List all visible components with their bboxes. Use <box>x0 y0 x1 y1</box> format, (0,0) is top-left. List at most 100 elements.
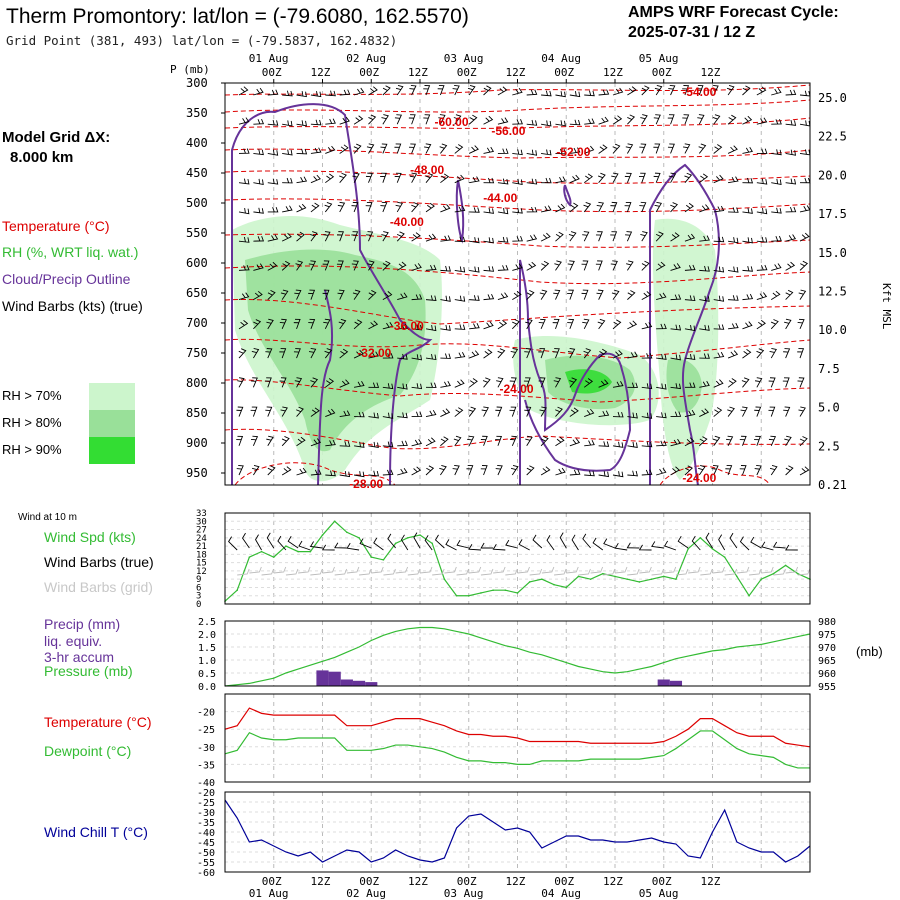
wind-barb <box>584 118 595 125</box>
wind-barb <box>296 406 304 417</box>
wind-barb <box>338 318 347 330</box>
wind-barb <box>612 411 624 418</box>
wind-speed-point <box>541 578 543 580</box>
wind-barb <box>512 178 523 185</box>
wind-barb <box>771 149 782 156</box>
wind-barb <box>538 377 546 388</box>
wind-barb <box>365 172 373 183</box>
wind-barb <box>684 353 696 361</box>
kft-tick: 0.21 <box>818 478 847 492</box>
wind-barb <box>598 471 610 478</box>
wind-barb <box>253 263 264 271</box>
wind-barb <box>610 231 618 242</box>
wind-barb <box>754 377 763 388</box>
rh-shading-area <box>652 218 719 480</box>
wind-barb <box>682 143 691 154</box>
wind-barb <box>365 201 373 213</box>
wind-speed-point <box>480 592 482 594</box>
wind-barb <box>627 290 636 300</box>
wind-barb <box>454 205 466 213</box>
wind-barb <box>785 178 797 185</box>
wind-barb <box>440 173 450 184</box>
temperature-contour <box>224 379 811 403</box>
wind-barb <box>656 292 667 301</box>
pressure-tick: 980 <box>818 617 836 628</box>
temperature-tick: -40 <box>197 778 215 789</box>
wind-barb <box>539 289 548 300</box>
wind-barb <box>595 260 603 271</box>
wind-tick: 33 <box>196 509 207 519</box>
wind-barb <box>699 436 708 447</box>
wind-barb <box>293 318 301 330</box>
temperature-contour <box>224 338 811 359</box>
wind-barb <box>282 149 293 156</box>
wind-barb <box>640 231 648 242</box>
kft-tick: 20.0 <box>818 168 847 182</box>
wind-barb <box>739 435 747 446</box>
wind-barb <box>771 88 782 96</box>
wind-speed-point <box>772 572 775 575</box>
wind-barb <box>799 90 811 97</box>
wind-barb <box>584 90 595 97</box>
wind-barb <box>653 114 661 125</box>
wind-barb <box>497 264 509 271</box>
forecast-cycle-value: 2025-07-31 / 12 Z <box>628 24 755 41</box>
wind-barb <box>279 318 287 330</box>
kft-tick: 22.5 <box>818 130 847 144</box>
wind-barb <box>425 264 437 271</box>
wind-barb <box>742 207 753 214</box>
wind-barb <box>540 205 552 213</box>
wind-barb <box>253 149 264 156</box>
wind-barb <box>713 379 724 388</box>
wind-speed-point <box>236 589 238 592</box>
wind-barb <box>526 465 535 476</box>
wind-barb <box>296 176 308 184</box>
wind-barb <box>265 348 273 359</box>
wind-barb <box>409 172 418 183</box>
wind-barb <box>238 292 250 301</box>
wind-barb <box>382 260 391 271</box>
wind-barb <box>325 145 336 154</box>
wind-barb <box>684 437 695 447</box>
temperature-label: -54.00 <box>682 85 716 99</box>
wind-barb <box>253 87 264 96</box>
wind-barb <box>584 470 595 477</box>
wind-barb-grid <box>346 566 360 574</box>
wind-barb <box>728 176 739 184</box>
precip-label: Precip (mm) <box>44 616 120 632</box>
wind-barb <box>799 466 810 476</box>
wind-barb <box>380 201 388 213</box>
wind-barb <box>670 232 680 242</box>
wind-barb <box>667 143 675 154</box>
wind-barb <box>480 465 488 476</box>
temperature-label: -56.00 <box>491 124 525 138</box>
cloud-outline <box>519 259 632 485</box>
wind-barb <box>267 207 279 213</box>
wind-barb <box>425 233 437 242</box>
wind-barb <box>382 322 394 330</box>
legend-cloud-outline: Cloud/Precip Outline <box>2 271 131 287</box>
wind-barb <box>497 117 509 125</box>
wind-barb <box>742 321 753 330</box>
wind-barb <box>281 232 292 242</box>
time-tick-bottom: 12Z <box>408 875 428 888</box>
wind-speed-point <box>309 550 312 553</box>
wind-barb <box>756 117 768 125</box>
wind-barb <box>597 318 606 330</box>
wind-barb-true <box>592 537 604 551</box>
wind-barb-true <box>582 533 591 549</box>
wind-barb <box>799 436 808 447</box>
wind-barb <box>267 261 278 271</box>
wind-barb <box>296 120 307 127</box>
wind-barb <box>236 464 244 476</box>
wind-barb <box>497 292 509 301</box>
wind-barb <box>699 235 710 242</box>
wind-speed-point <box>589 578 592 580</box>
wind-barb <box>569 407 579 417</box>
temperature-contour <box>224 428 811 450</box>
wind-barb <box>771 235 782 242</box>
cloud-outline <box>455 179 465 244</box>
wind-barb <box>339 348 349 359</box>
pressure-tick: 300 <box>186 76 208 90</box>
wind-barb <box>352 172 360 183</box>
